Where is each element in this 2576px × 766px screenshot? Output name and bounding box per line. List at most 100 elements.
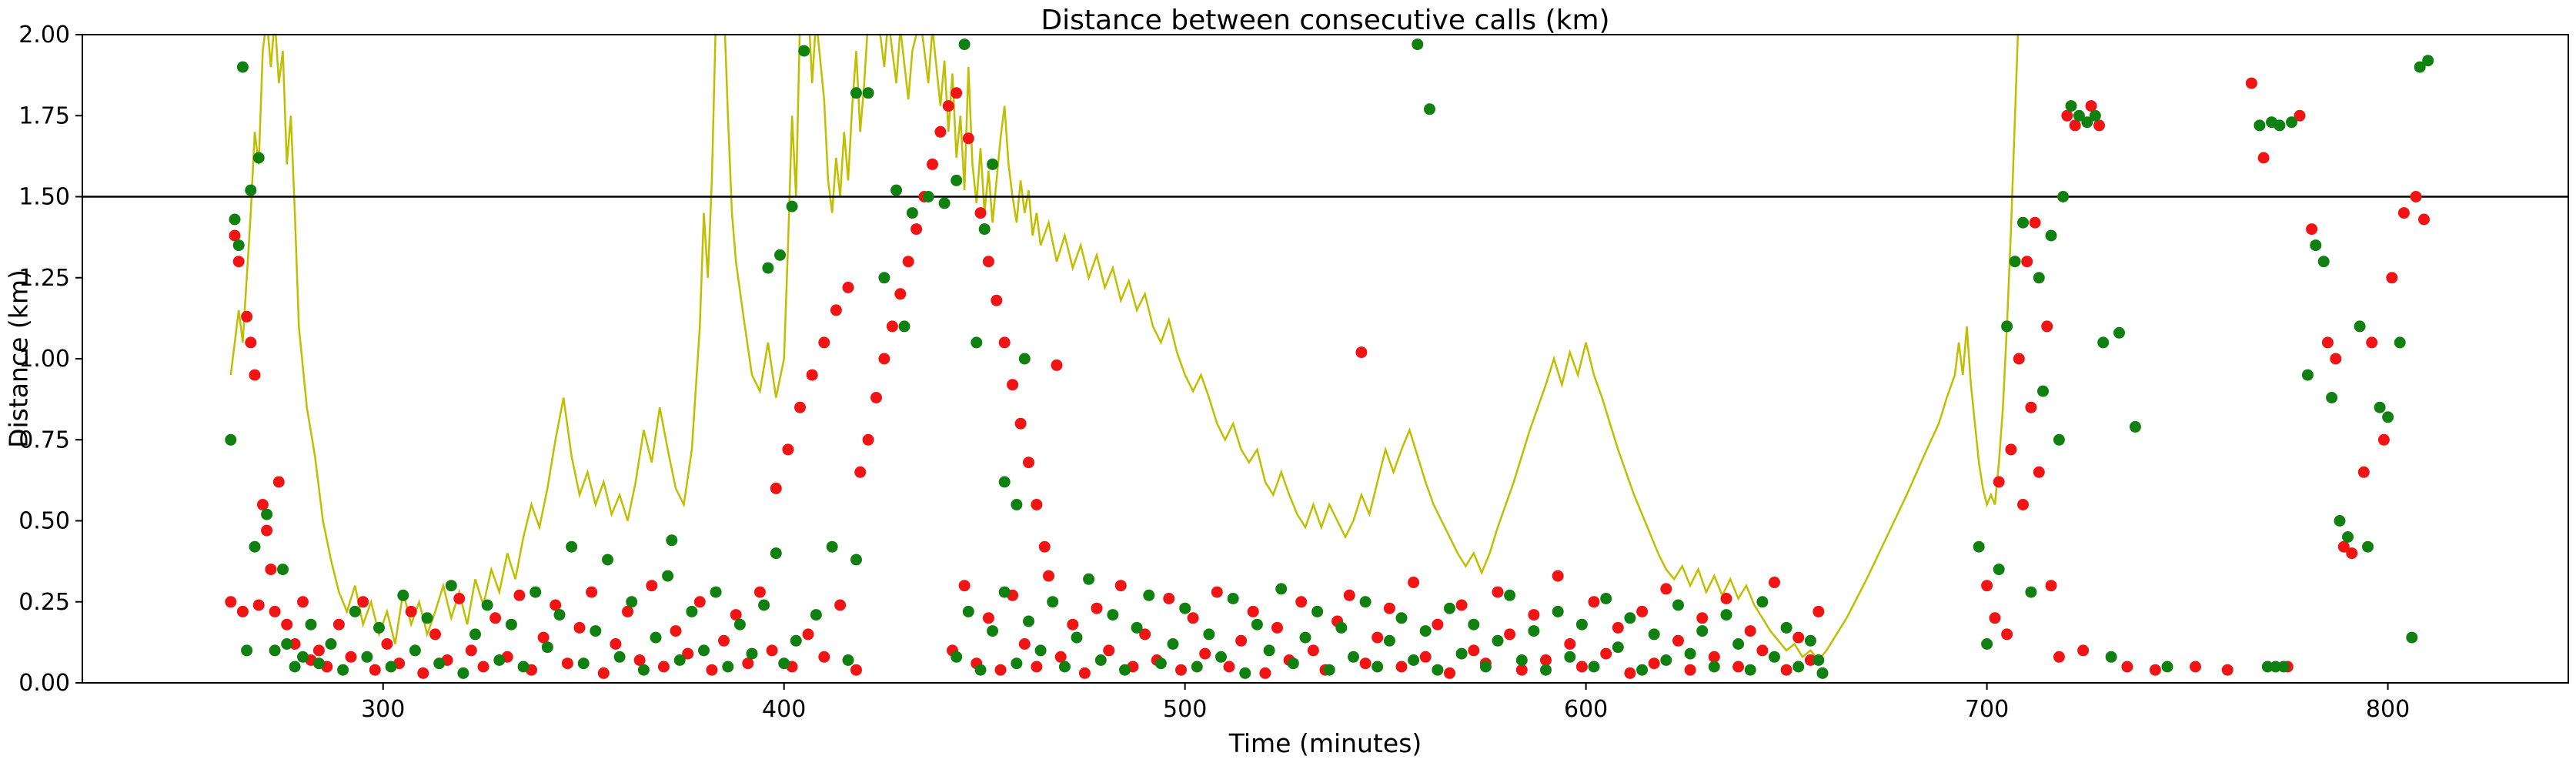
red-calls-point [2001,628,2013,641]
green-calls-point [698,644,710,657]
green-calls-point [1624,612,1636,624]
red-calls-point [550,599,562,611]
red-calls-point [1444,667,1455,679]
red-calls-point [1295,596,1308,608]
green-calls-point [1154,657,1167,670]
red-calls-point [312,644,325,657]
x-tick-label: 700 [1965,696,2009,723]
green-calls-point [2065,100,2077,112]
green-calls-point [1011,499,1023,510]
red-calls-point [834,599,847,611]
y-tick-label: 1.50 [18,184,70,211]
green-calls-point [2097,336,2110,349]
red-calls-point [1359,657,1372,670]
red-calls-point [1078,667,1091,679]
green-calls-point [862,87,874,99]
red-calls-point [1564,638,1576,650]
red-calls-point [1600,647,1612,660]
red-calls-point [982,612,994,624]
y-tick-label: 2.00 [18,22,70,49]
green-calls-point [2129,420,2141,433]
red-calls-point [1211,586,1223,598]
green-calls-point [249,540,261,553]
red-calls-point [2121,661,2133,673]
green-calls-point [337,664,349,676]
red-calls-point [269,605,281,617]
green-calls-point [1552,605,1564,617]
green-calls-point [1575,618,1588,631]
red-calls-point [902,256,914,268]
red-calls-point [2005,443,2017,456]
red-calls-point [622,605,633,617]
y-tick-label: 1.25 [18,265,70,292]
green-calls-point [1468,618,1480,631]
red-calls-point [1780,664,1793,676]
green-calls-point [1023,615,1034,627]
red-calls-point [962,132,974,145]
red-calls-point [289,638,301,650]
green-calls-point [1299,631,1311,644]
green-calls-point [252,152,265,164]
red-calls-point [706,664,718,676]
green-calls-point [1348,651,1359,663]
green-calls-point [978,223,991,236]
green-calls-point [2009,256,2021,268]
red-calls-point [1793,631,1805,644]
green-calls-point [1143,589,1155,601]
red-calls-point [958,580,971,592]
green-calls-point [232,239,245,252]
red-calls-point [878,353,890,365]
red-calls-point [1023,457,1034,469]
green-calls-point [1981,638,1993,650]
red-calls-point [1624,667,1636,679]
green-calls-point [1359,596,1372,608]
green-calls-point [971,336,983,349]
red-calls-point [332,618,345,631]
red-calls-point [597,667,610,679]
green-calls-point [1419,625,1432,637]
green-calls-point [810,609,822,621]
red-calls-point [991,294,1003,306]
green-calls-point [1648,628,1660,641]
green-calls-point [1408,654,1420,666]
green-calls-point [1515,654,1528,666]
green-calls-point [798,45,810,57]
red-calls-point [537,631,550,644]
green-calls-point [1600,593,1612,604]
green-calls-point [673,654,686,666]
green-calls-point [686,605,698,617]
green-calls-point [236,61,249,73]
green-calls-point [2374,401,2386,413]
green-calls-point [2362,540,2374,553]
green-calls-point [1973,540,1985,553]
green-calls-point [2053,433,2065,446]
red-calls-point [2093,119,2105,132]
red-calls-point [1989,612,2001,624]
green-calls-point [1287,657,1299,670]
red-calls-point [489,612,502,624]
red-calls-point [934,125,947,138]
red-calls-point [252,599,265,611]
green-calls-point [850,554,862,566]
red-calls-point [453,593,466,604]
green-calls-point [1708,661,1720,673]
green-calls-point [1251,618,1263,631]
green-calls-point [1239,667,1251,679]
green-calls-point [1540,664,1552,676]
red-calls-point [381,638,393,650]
red-calls-point [927,158,938,170]
green-calls-point [2414,61,2426,73]
green-calls-point [1335,621,1348,634]
red-calls-point [236,605,249,617]
green-calls-point [1564,651,1576,663]
red-calls-point [405,605,417,617]
green-calls-point [397,589,409,601]
green-calls-point [1479,661,1492,673]
red-calls-point [1720,593,1732,604]
green-calls-point [421,612,433,624]
red-calls-point [586,586,598,598]
y-tick-label: 0.25 [18,589,70,616]
green-calls-point [1395,612,1408,624]
red-calls-point [261,524,273,537]
